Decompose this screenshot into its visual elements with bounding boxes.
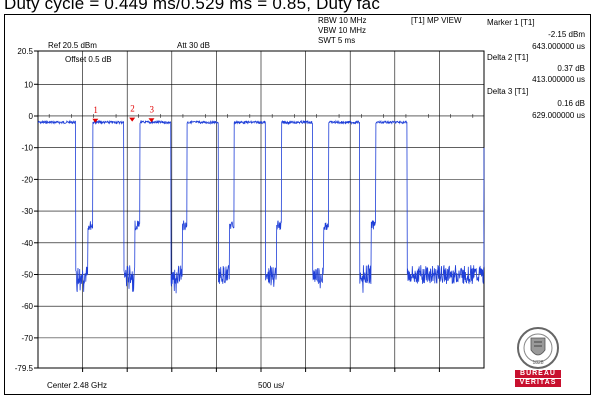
marker-1-level: -2.15 dBm [548, 30, 585, 39]
delta-2-time: 413.000000 us [532, 75, 585, 84]
marker-1-symbol [92, 118, 99, 123]
swt-setting: SWT 5 ms [318, 36, 356, 45]
delta-2-title: Delta 2 [T1] [487, 53, 529, 62]
y-tick-label: -40 [21, 239, 33, 248]
y-tick-label: -79.5 [15, 364, 34, 373]
ref-level: Ref 20.5 dBm [48, 41, 97, 50]
marker-2-label: 2 [130, 104, 135, 114]
y-tick-label: -50 [21, 270, 33, 279]
delta-3-level: 0.16 dB [557, 99, 585, 108]
marker-1-title: Marker 1 [T1] [487, 18, 535, 27]
offset-label: Offset 0.5 dB [65, 55, 112, 64]
y-tick-label: -70 [21, 334, 33, 343]
logo-text-veritas: VERITAS [519, 379, 557, 386]
marker-3-label: 3 [149, 104, 154, 114]
logo-year: 1828 [532, 360, 544, 366]
marker-3-symbol [148, 118, 155, 123]
vbw-setting: VBW 10 MHz [318, 26, 367, 35]
y-tick-label: -60 [21, 302, 33, 311]
delta-3-title: Delta 3 [T1] [487, 87, 529, 96]
y-tick-label: -30 [21, 207, 33, 216]
y-tick-label: 0 [29, 112, 34, 121]
page-header: Duty cycle = 0.449 ms/0.529 ms = 0.85, D… [4, 0, 381, 13]
analyzer-frame [4, 14, 591, 395]
marker-1-time: 643.000000 us [532, 42, 585, 51]
center-frequency: Center 2.48 GHz [47, 381, 108, 390]
marker-2-symbol [129, 117, 136, 122]
pulse-trace [37, 119, 485, 294]
delta-2-level: 0.37 dB [557, 64, 585, 73]
time-per-division: 500 us/ [258, 381, 285, 390]
delta-3-time: 629.000000 us [532, 111, 585, 120]
attenuation: Att 30 dB [177, 41, 210, 50]
mode-label: [T1] MP VIEW [411, 16, 462, 25]
y-tick-label: 10 [24, 80, 33, 89]
y-tick-label: 20.5 [17, 47, 33, 56]
logo-text-bureau: BUREAU [520, 370, 556, 377]
marker-1-label: 1 [93, 105, 98, 115]
rbw-setting: RBW 10 MHz [318, 16, 367, 25]
y-tick-label: -10 [21, 144, 33, 153]
y-tick-label: -20 [21, 175, 33, 184]
